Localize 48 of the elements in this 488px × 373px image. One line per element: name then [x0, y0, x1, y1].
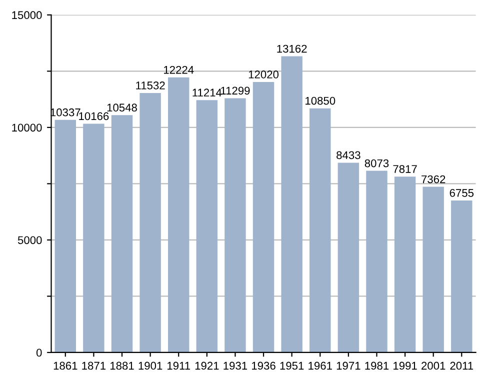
- data-label: 6755: [450, 189, 474, 197]
- data-label: 11214: [192, 88, 222, 96]
- data-label: 13162: [277, 44, 307, 53]
- x-tick-label: 1961: [308, 362, 332, 370]
- x-tick-label: 1936: [252, 362, 276, 370]
- bar: [338, 162, 360, 352]
- data-label: 12224: [164, 66, 194, 74]
- x-tick-label: 1931: [224, 362, 248, 370]
- x-tick-label: 1901: [138, 362, 162, 370]
- x-tick-label: 2001: [422, 362, 446, 370]
- bar: [196, 100, 218, 352]
- x-tick-label: 1921: [195, 362, 219, 370]
- data-label: 7362: [422, 175, 446, 184]
- x-tick-label: 1911: [168, 362, 190, 370]
- data-label: 8433: [336, 151, 360, 160]
- data-label: 11532: [136, 82, 165, 90]
- y-tick-label: 15000: [12, 11, 42, 20]
- bar: [310, 108, 331, 352]
- bar: [140, 92, 161, 352]
- bar: [83, 124, 104, 352]
- bar: [252, 82, 274, 352]
- x-tick-label: 1991: [394, 362, 417, 370]
- bar: [54, 120, 76, 352]
- bar: [168, 77, 190, 352]
- data-label: 10850: [306, 96, 336, 105]
- bar: [111, 115, 133, 352]
- bar: [224, 98, 246, 352]
- bar: [366, 170, 388, 352]
- bar: [422, 186, 444, 352]
- y-tick-label: 10000: [12, 124, 42, 132]
- y-tick-label: 0: [36, 348, 42, 357]
- bar: [281, 56, 302, 352]
- data-label: 10548: [107, 104, 137, 112]
- x-tick-label: 1871: [82, 362, 106, 370]
- data-label: 8073: [364, 159, 389, 168]
- data-label: 11299: [221, 86, 250, 95]
- data-label: 12020: [248, 70, 279, 78]
- x-tick-label: 1981: [365, 362, 389, 370]
- x-tick-label: 2011: [450, 362, 474, 370]
- data-label: 10166: [79, 112, 109, 120]
- x-tick-label: 1951: [280, 362, 304, 370]
- bar: [394, 176, 416, 352]
- x-tick-label: 1881: [110, 362, 134, 370]
- bar: [451, 200, 472, 352]
- x-tick-label: 1971: [336, 362, 360, 370]
- x-tick-label: 1861: [54, 362, 78, 370]
- y-tick-label: 5000: [18, 236, 42, 244]
- data-label: 7817: [393, 165, 417, 173]
